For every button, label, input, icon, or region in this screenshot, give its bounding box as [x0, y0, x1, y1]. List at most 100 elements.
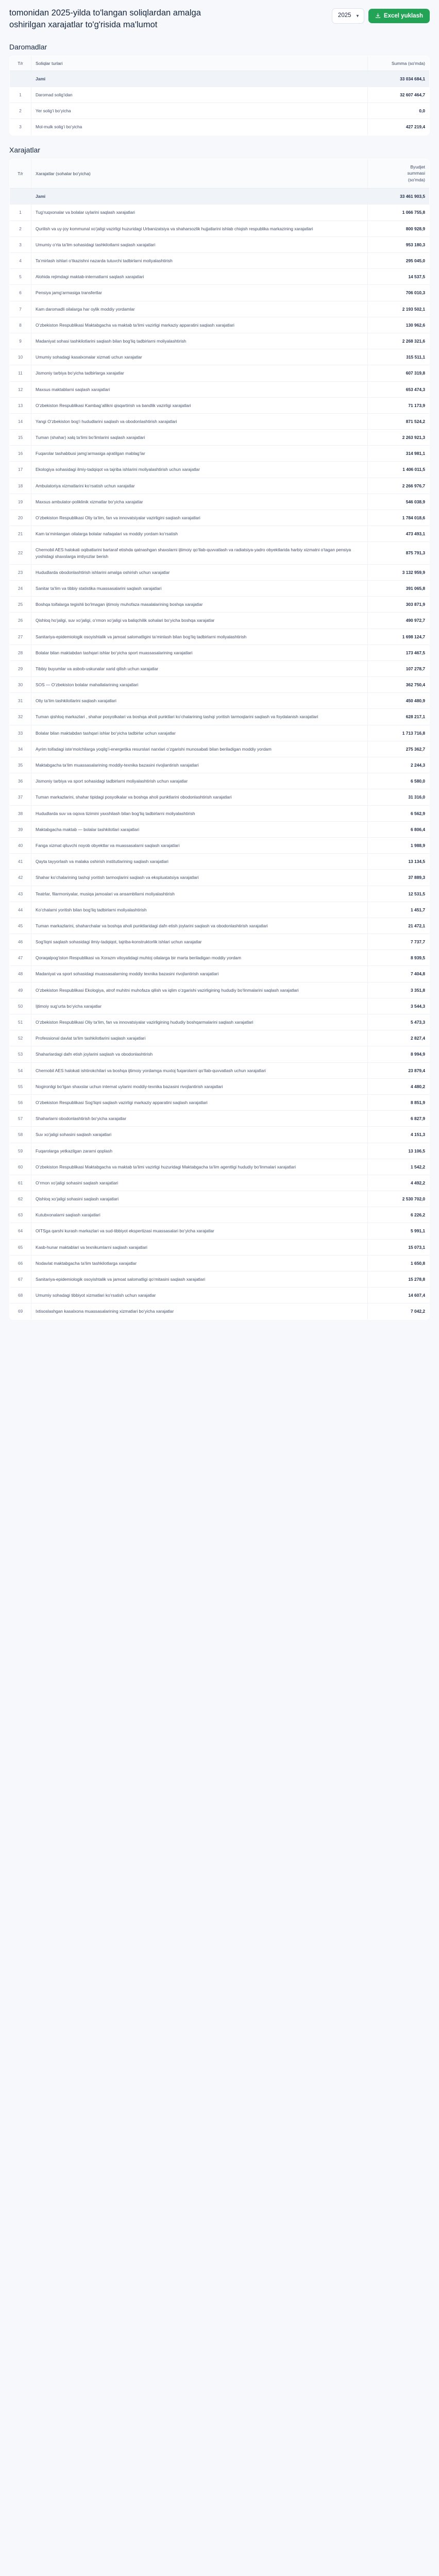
row-value: 295 045,0	[367, 252, 429, 269]
row-value: 490 972,7	[367, 612, 429, 629]
row-value: 1 542,2	[367, 1159, 429, 1175]
row-index: 26	[10, 612, 31, 629]
row-name: Kam daromadli oilalarga har oylik moddiy…	[31, 301, 368, 317]
row-value: 275 362,7	[367, 741, 429, 758]
row-value: 1 698 124,7	[367, 629, 429, 645]
table-row: 4 Ta‘mirlash ishlari o‘tkazishni nazarda …	[10, 252, 429, 269]
table-row: 13 O‘zbekiston Respublikasi Kambag‘allikn…	[10, 397, 429, 414]
row-name: O‘zbekiston Respublikasi Oliy ta‘lim, fa…	[31, 510, 368, 527]
table-row: 22 Chernobil AES halokati oqibatlarini ba…	[10, 541, 429, 565]
table-row: 11 Jismoniy tarbiya bo‘yicha tadbirlarga …	[10, 365, 429, 382]
income-col-index: T/r	[10, 56, 31, 71]
row-name: Umumiy sohadagi tibbiyot xizmatlari ko‘r…	[31, 1287, 368, 1304]
row-index: 69	[18, 1309, 23, 1314]
row-index: 25	[10, 596, 31, 613]
table-row: 68 Umumiy sohadagi tibbiyot xizmatlari ko…	[10, 1287, 429, 1304]
row-value: 706 010,3	[367, 284, 429, 301]
expenses-col-sum: Byudjet summasi (so'mda)	[367, 159, 429, 189]
row-value: 1 650,8	[367, 1255, 429, 1272]
row-value: 12 531,5	[367, 886, 429, 902]
table-row: 45 Tuman markazlarini, shaharchalar va bo…	[10, 918, 429, 935]
export-excel-button[interactable]: Excel yuklash	[368, 8, 430, 23]
row-index: 64	[10, 1223, 31, 1240]
row-name: Daromad solig‘idan	[31, 87, 368, 104]
row-value: 628 217,1	[367, 708, 429, 725]
row-name: O‘zbekiston Respublikasi Maktabgacha va …	[31, 317, 368, 333]
row-index: 36	[10, 773, 31, 790]
table-row: 5 Alohida rejimdagi maktab-internatlarni …	[10, 268, 429, 285]
row-index: 55	[10, 1078, 31, 1095]
table-row: 9 Madaniyat sohasi tashkilotlarini saqlas…	[10, 333, 429, 350]
table-row: 33 Bolalar bilan maktabdan tashqari ishla…	[10, 725, 429, 741]
expenses-table-head: T/r Xarajatlar (sohalar bo'yicha) Byudje…	[10, 159, 429, 189]
expenses-total-label: Jami	[31, 188, 368, 205]
row-index: 18	[10, 478, 31, 494]
row-index: 43	[10, 886, 31, 902]
table-row: 19 Maxsus ambulator-poliklinik xizmatlar …	[10, 494, 429, 511]
row-index: 66	[10, 1255, 31, 1272]
row-index: 39	[10, 821, 31, 838]
table-row: 17 Ekologiya sohasidagi ilmiy-tadqiqot va…	[10, 461, 429, 478]
row-name: Yangi O‘zbekiston bog‘i hududlarini saql…	[31, 413, 368, 430]
row-index: 68	[10, 1287, 31, 1304]
income-section: Daromadlar T/r Soliqlar turlari Summa (s…	[9, 43, 430, 135]
income-header-row: T/r Soliqlar turlari Summa (so'mda)	[10, 56, 429, 71]
table-row: 54 Chernobil AES halokati ishtirokchilari…	[10, 1062, 429, 1079]
row-value: 3 132 959,9	[367, 564, 429, 581]
row-name: Qishloq xo‘jaligi sohasini saqlash xaraj…	[31, 1191, 368, 1208]
export-excel-label: Excel yuklash	[383, 12, 423, 19]
year-select[interactable]: 2025	[331, 8, 364, 24]
income-total-label: Jami	[31, 71, 368, 88]
row-name: Alohida rejimdagi maktab-internatlarni s…	[31, 268, 368, 285]
row-index: 10	[10, 349, 31, 366]
row-index: 27	[10, 629, 31, 645]
expenses-section-title: Xarajatlar	[9, 145, 40, 154]
row-name: Umumiy sohadagi kasalxonalar xizmati uch…	[31, 349, 368, 366]
table-row: 15 Tuman (shahar) xalq ta‘limi bo‘limlari…	[10, 429, 429, 446]
expenses-section: Xarajatlar T/r Xarajatlar (sohalar bo'yi…	[9, 146, 430, 1320]
table-row: 7 Kam daromadli oilalarga har oylik moddi…	[10, 301, 429, 317]
row-name: Sanitariya-epidemiologik osoyishtalik va…	[31, 629, 368, 645]
row-index: 15	[10, 429, 31, 446]
row-index: 42	[10, 869, 31, 886]
table-row: 50 Ijtimoiy sug‘urta bo‘yicha xarajatlar 3…	[10, 998, 429, 1015]
row-index: 31	[10, 692, 31, 709]
table-row: 43 Teatrlar, filarmoniyalar, musiqa jamoa…	[10, 886, 429, 902]
row-name: O‘zbekiston Respublikasi Maktabgacha va …	[31, 1159, 368, 1175]
row-name: Ixtisoslashgan kasalxona muassasalarinin…	[31, 1303, 368, 1319]
row-index: 2	[10, 103, 31, 120]
row-index: 46	[10, 934, 31, 951]
table-row: 37 Tuman markazlarini, shahar tipidagi po…	[10, 789, 429, 806]
row-value: 13 106,5	[367, 1143, 429, 1159]
table-row: 65 Kasb-hunar maktablari va texnikumlarni…	[10, 1239, 429, 1256]
row-name: O‘zbekiston Respublikasi Ekologiya, atro…	[31, 982, 368, 998]
row-name: Teatrlar, filarmoniyalar, musiqa jamoala…	[31, 886, 368, 902]
row-value: 14 607,4	[367, 1287, 429, 1304]
row-value: 1 066 755,8	[367, 204, 429, 221]
table-row: 3 Umumiy o‘rta ta‘lim sohasidagi tashkilo…	[10, 236, 429, 253]
row-value: 2 530 702,0	[367, 1191, 429, 1208]
row-value: 31 316,0	[367, 789, 429, 806]
table-row: 28 Bolalar bilan maktabdan tashqari ishla…	[10, 645, 429, 661]
row-index: 41	[10, 853, 31, 870]
row-index: 3	[19, 124, 22, 130]
row-index: 3	[10, 236, 31, 253]
row-value: 1 988,9	[367, 837, 429, 854]
row-value: 8 994,9	[367, 1046, 429, 1063]
row-index: 11	[10, 365, 31, 382]
row-value: 6 827,9	[367, 1110, 429, 1127]
row-index: 58	[10, 1126, 31, 1143]
table-row: 58 Suv xo‘jaligi sohasini saqlash xarajat…	[10, 1126, 429, 1143]
expenses-col-sum-line1: Byudjet	[410, 164, 425, 170]
row-index: 23	[10, 564, 31, 581]
row-name: SOS — O‘zbekiston bolalar mahallalarinin…	[31, 676, 368, 693]
row-value: 7 042,2	[411, 1309, 425, 1314]
row-name: Nogironligi bo‘lgan shaxslar uchun inter…	[31, 1078, 368, 1095]
row-index: 21	[10, 526, 31, 543]
row-index: 24	[10, 580, 31, 597]
row-value: 173 467,5	[367, 645, 429, 661]
row-name: Fanga xizmat qiluvchi noyob obyektlar va…	[31, 837, 368, 854]
row-name: Umumiy o‘rta ta‘lim sohasidagi tashkilot…	[31, 236, 368, 253]
row-name: Nodavlat maktabgacha ta‘lim tashkilotlar…	[31, 1255, 368, 1272]
table-row: 61 O‘rmon xo‘jaligi sohasini saqlash xara…	[10, 1175, 429, 1192]
